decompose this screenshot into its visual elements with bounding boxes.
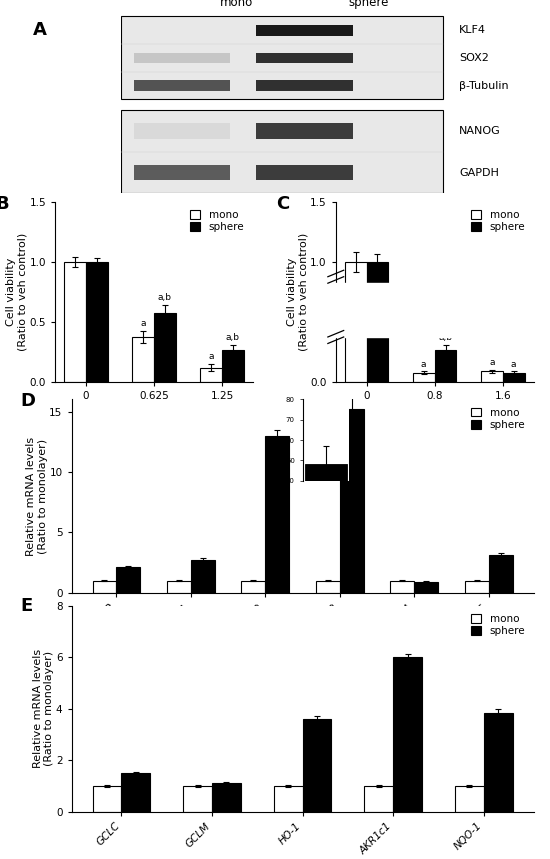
Bar [256,123,353,139]
Text: SOX2: SOX2 [459,53,489,63]
Text: a: a [140,319,146,328]
Bar [200,368,222,382]
Bar [183,786,212,812]
Text: mono: mono [220,0,253,9]
Bar [117,567,140,593]
Text: β-Tubulin: β-Tubulin [459,81,509,91]
Text: a: a [511,360,516,369]
Bar [265,436,289,593]
Bar [316,581,340,593]
Text: sphere: sphere [348,0,389,9]
Bar [306,283,543,337]
Text: A: A [33,21,47,40]
Legend: mono, sphere: mono, sphere [468,207,529,235]
Bar [465,581,488,593]
Y-axis label: Cell viability
(Ratio to veh control): Cell viability (Ratio to veh control) [287,233,309,351]
Bar [256,25,353,35]
Bar [191,560,214,593]
Bar [222,350,244,382]
Bar [212,783,241,812]
Bar [241,581,265,593]
Text: C: C [277,195,290,213]
Bar [413,373,435,382]
Text: NANOG: NANOG [459,126,501,136]
Text: a: a [421,360,426,369]
Y-axis label: Relative mRNA levels
(Ratio to monolayer): Relative mRNA levels (Ratio to monolayer… [33,649,54,768]
Text: a,b: a,b [158,294,172,302]
Text: E: E [21,597,33,615]
Legend: mono, sphere: mono, sphere [187,207,248,235]
Bar [86,262,108,382]
Bar [64,262,86,382]
Bar [345,262,366,382]
Bar [167,581,191,593]
Bar [364,786,393,812]
Bar [302,719,332,812]
Bar [390,581,414,593]
Bar [92,786,122,812]
Bar [454,786,483,812]
Bar [256,52,353,64]
X-axis label: H₂O₂ (mM): H₂O₂ (mM) [405,407,464,417]
Bar [122,773,151,812]
Bar [414,582,438,593]
Legend: mono, sphere: mono, sphere [468,405,529,433]
Bar [154,313,175,382]
Y-axis label: Cell viability
(Ratio to veh control): Cell viability (Ratio to veh control) [7,233,28,351]
Bar [434,350,456,382]
Bar [134,123,230,139]
Text: D: D [21,392,36,410]
Legend: mono, sphere: mono, sphere [468,611,529,639]
Bar [134,52,230,64]
Bar [121,16,443,100]
Text: B: B [0,195,9,213]
Bar [273,786,303,812]
Bar [132,337,154,382]
Text: a,b: a,b [226,333,240,342]
Bar [92,581,117,593]
Bar [503,373,525,382]
Bar [366,262,388,382]
Text: a: a [489,358,494,368]
Bar [134,81,230,91]
Y-axis label: Relative mRNA levels
(Ratio to monolayer): Relative mRNA levels (Ratio to monolayer… [26,436,48,556]
Bar [488,555,513,593]
Text: a,b: a,b [438,333,453,342]
Bar [393,657,422,812]
Bar [256,165,353,180]
Bar [121,110,443,193]
Text: GAPDH: GAPDH [459,168,499,178]
X-axis label: Dox (μM): Dox (μM) [129,407,179,417]
Bar [481,371,503,382]
Bar [340,409,364,593]
Bar [256,81,353,91]
Text: KLF4: KLF4 [459,25,486,35]
Bar [134,165,230,180]
Text: a: a [208,352,214,362]
Bar [483,713,513,812]
